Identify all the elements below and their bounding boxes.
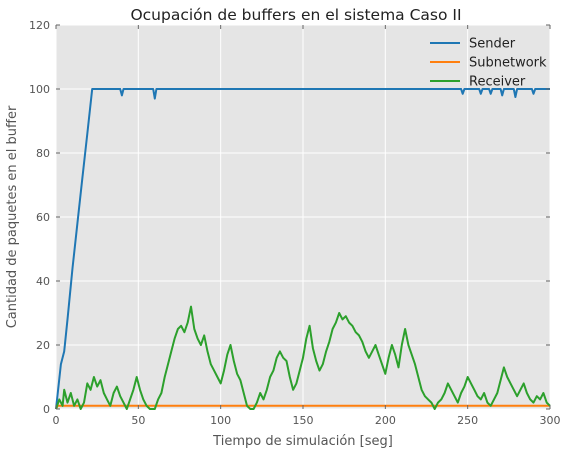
tick-labels: 0 50 100 150 200 250 300 0 20 40 60 80 100 120 <box>29 19 561 427</box>
x-tick-label: 50 <box>131 414 145 427</box>
tick-marks <box>55 24 551 410</box>
x-tick-label: 300 <box>540 414 561 427</box>
x-tick-label: 0 <box>53 414 60 427</box>
x-axis-label: Tiempo de simulación [seg] <box>212 434 393 449</box>
legend-label-subnetwork: Subnetwork <box>469 56 547 71</box>
series-line-receiver <box>55 305 551 410</box>
y-tick-label: 20 <box>36 339 50 352</box>
y-tick-label: 40 <box>36 275 50 288</box>
y-tick-label: 60 <box>36 211 50 224</box>
y-tick-label: 120 <box>29 19 50 32</box>
y-tick-label: 100 <box>29 83 50 96</box>
x-tick-label: 150 <box>293 414 314 427</box>
series-layer <box>55 88 551 410</box>
chart-title: Ocupación de buffers en el sistema Caso … <box>130 6 461 24</box>
x-tick-label: 200 <box>375 414 396 427</box>
series-line-sender <box>55 88 550 410</box>
y-axis-label: Cantidad de paquetes en el buffer <box>5 105 20 328</box>
y-tick-label: 0 <box>43 403 50 416</box>
legend-label-sender: Sender <box>469 37 516 52</box>
x-tick-label: 100 <box>210 414 231 427</box>
legend-label-receiver: Receiver <box>469 75 526 90</box>
y-tick-label: 80 <box>36 147 50 160</box>
legend: Sender Subnetwork Receiver <box>430 37 547 90</box>
x-tick-label: 250 <box>457 414 478 427</box>
